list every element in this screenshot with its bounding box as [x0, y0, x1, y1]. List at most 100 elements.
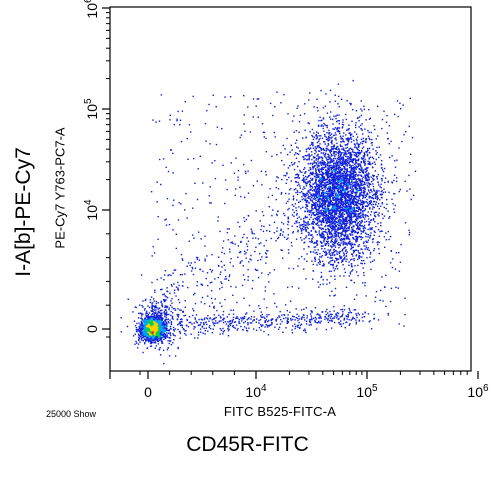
event-dot: [312, 278, 314, 280]
event-dot: [326, 132, 328, 134]
event-dot: [330, 150, 333, 152]
event-dot: [358, 212, 360, 215]
event-dot: [348, 170, 350, 173]
event-dot: [325, 219, 327, 221]
event-dot: [330, 263, 332, 266]
event-dot: [348, 128, 350, 130]
event-dot: [326, 190, 328, 193]
event-dot: [335, 195, 338, 197]
event-dot: [163, 336, 165, 338]
event-dot: [143, 335, 145, 338]
event-dot: [336, 212, 338, 214]
event-dot: [147, 305, 149, 307]
event-dot: [327, 228, 330, 231]
event-dot: [332, 253, 334, 255]
event-dot: [331, 207, 333, 210]
event-dot: [348, 199, 350, 201]
event-dot: [342, 188, 344, 190]
event-dot: [135, 330, 138, 332]
event-dot: [346, 164, 348, 166]
event-dot: [297, 229, 299, 232]
event-dot: [342, 201, 344, 203]
event-dot: [351, 173, 353, 175]
event-dot: [159, 324, 161, 327]
event-dot: [166, 334, 168, 336]
event-dot: [338, 209, 340, 212]
event-dot: [314, 258, 317, 261]
event-dot: [353, 225, 355, 227]
event-dot: [323, 210, 325, 213]
event-dot: [374, 197, 376, 199]
event-dot: [313, 132, 315, 134]
event-dot: [150, 316, 153, 318]
event-dot: [288, 189, 291, 191]
event-dot: [161, 329, 163, 331]
event-dot: [315, 158, 318, 160]
event-dot: [312, 270, 314, 272]
event-dot: [337, 203, 339, 205]
event-dot: [298, 183, 300, 185]
event-dot: [345, 203, 347, 205]
event-dot: [358, 206, 360, 208]
event-dot: [146, 330, 148, 332]
event-dot: [334, 231, 337, 233]
event-dot: [362, 226, 364, 228]
event-dot: [361, 194, 363, 196]
event-dot: [149, 332, 152, 334]
event-dot: [356, 117, 359, 119]
event-dot: [344, 153, 346, 156]
event-dot: [296, 176, 298, 179]
event-dot: [317, 205, 319, 208]
event-dot: [153, 321, 155, 323]
event-dot: [358, 150, 361, 152]
event-dot: [365, 241, 368, 244]
event-dot: [310, 212, 312, 214]
event-dot: [356, 294, 358, 296]
event-dot: [306, 204, 308, 206]
event-dot: [346, 157, 349, 160]
event-dot: [164, 337, 167, 339]
event-dot: [365, 174, 367, 177]
event-dot: [321, 176, 323, 179]
event-dot: [140, 321, 143, 324]
event-dot: [328, 282, 331, 284]
event-dot: [375, 153, 377, 155]
event-dot: [332, 217, 334, 219]
event-dot: [337, 243, 339, 245]
event-dot: [153, 333, 156, 335]
event-dot: [177, 346, 179, 349]
event-dot: [147, 320, 150, 322]
event-dot: [345, 199, 347, 201]
event-dot: [314, 241, 316, 244]
event-dot: [349, 177, 351, 179]
event-dot: [145, 310, 148, 313]
event-dot: [345, 205, 347, 207]
event-dot: [359, 256, 361, 258]
event-dot: [322, 233, 325, 236]
event-dot: [169, 337, 171, 339]
event-dot: [321, 204, 324, 207]
event-dot: [134, 306, 136, 308]
event-dot: [354, 175, 357, 177]
event-dot: [332, 118, 334, 121]
event-dot: [355, 162, 357, 165]
event-dot: [374, 231, 376, 233]
event-dot: [160, 327, 163, 329]
event-dot: [303, 181, 306, 183]
event-dot: [333, 251, 336, 253]
event-dot: [321, 220, 323, 222]
event-dot: [318, 176, 320, 178]
event-dot: [171, 317, 173, 320]
event-dot: [145, 320, 148, 323]
event-dot: [134, 333, 136, 335]
event-dot: [334, 223, 337, 225]
event-dot: [344, 198, 346, 200]
event-dot: [149, 335, 151, 337]
event-dot: [335, 207, 337, 209]
event-dot: [369, 156, 372, 158]
event-dot: [322, 207, 324, 210]
event-dot: [150, 335, 152, 338]
event-dot: [179, 318, 182, 321]
event-dot: [290, 241, 293, 244]
event-dot: [334, 220, 336, 223]
